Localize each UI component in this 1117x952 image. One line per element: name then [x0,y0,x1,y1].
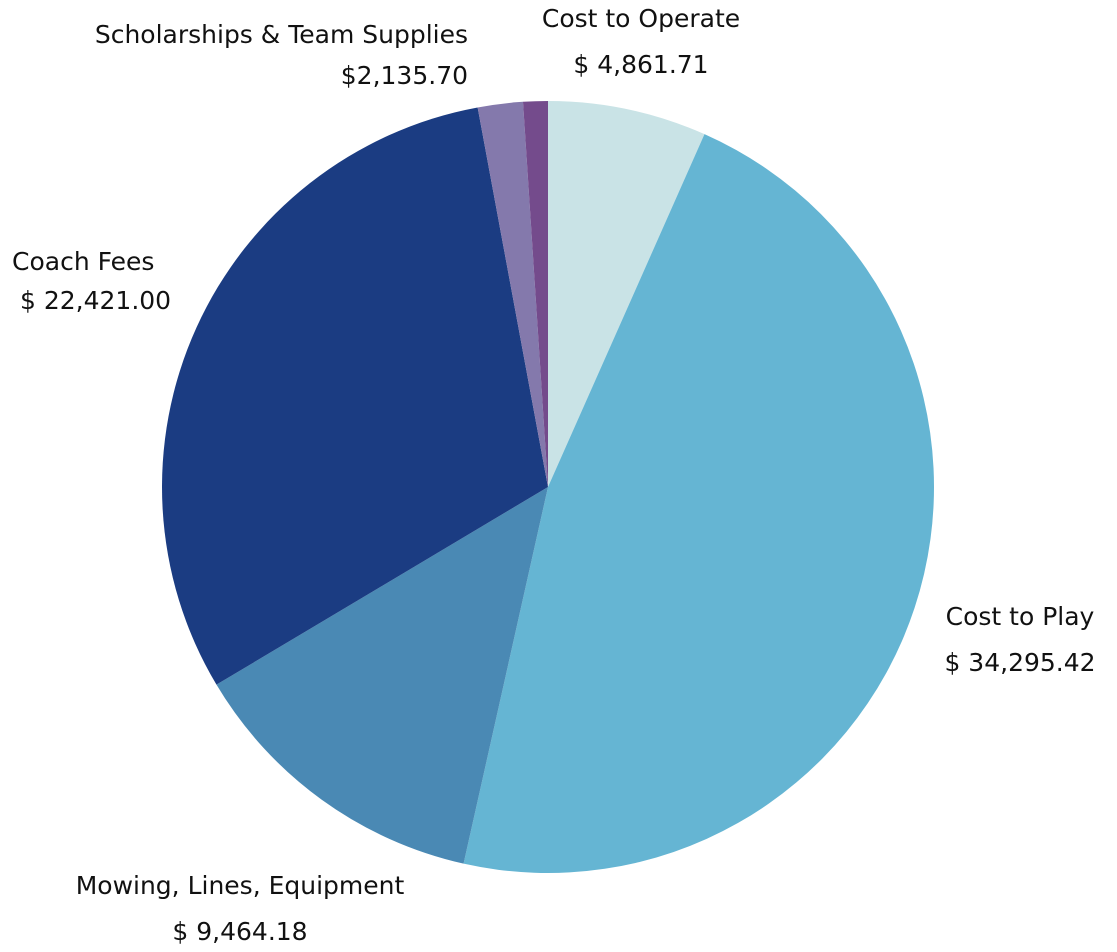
pie-slice [162,107,548,685]
value-label: $ 4,861.71 [573,50,708,79]
annotation: Scholarships & Team Supplies [95,20,468,49]
pie-slice [477,101,548,487]
pie-slice [548,101,705,487]
slice-label: Mowing, Lines, Equipment [76,871,405,900]
value-label: $ 22,421.00 [20,286,171,315]
slice-label: Cost to Operate [542,4,740,33]
slice-label: Cost to Play [946,602,1095,631]
pie-slice [522,101,548,487]
slice-label: Coach Fees [12,247,154,276]
pie-slice [216,487,548,864]
value-label: $ 34,295.42 [944,648,1095,677]
pie-slice [463,134,934,874]
value-label: $ 9,464.18 [172,917,307,946]
annotation-value: $2,135.70 [341,61,468,90]
